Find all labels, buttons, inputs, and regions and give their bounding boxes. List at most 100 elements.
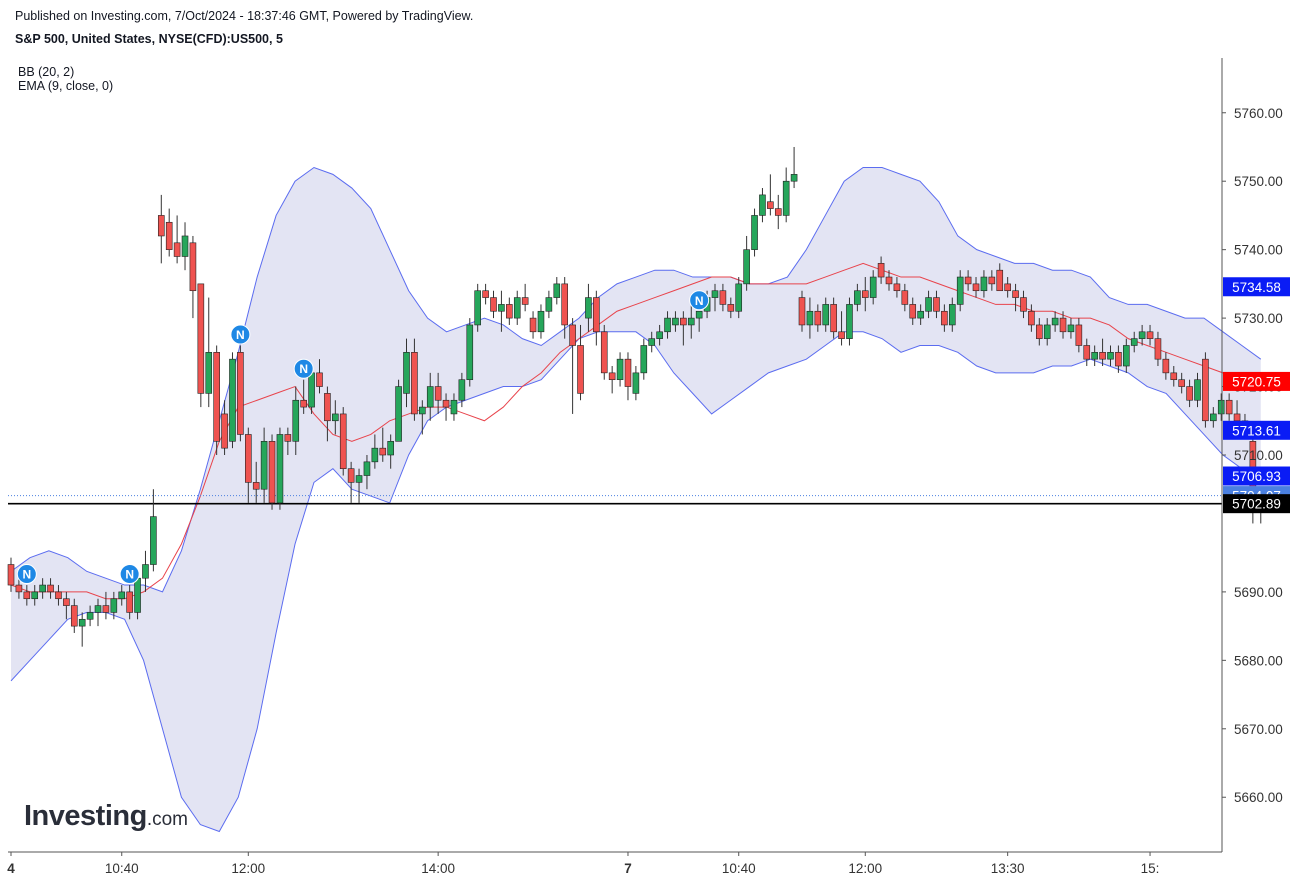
candle[interactable] xyxy=(411,338,418,421)
candle[interactable] xyxy=(814,304,822,332)
candle[interactable] xyxy=(1138,324,1146,346)
candle[interactable] xyxy=(466,318,474,387)
candle[interactable] xyxy=(988,270,996,291)
candle[interactable] xyxy=(727,297,735,319)
candle[interactable] xyxy=(379,427,387,462)
candle[interactable] xyxy=(213,345,220,455)
candle[interactable] xyxy=(142,550,149,592)
candle[interactable] xyxy=(324,386,331,442)
candle[interactable] xyxy=(1020,290,1027,319)
candle[interactable] xyxy=(1162,352,1170,380)
candle[interactable] xyxy=(822,297,830,332)
candle[interactable] xyxy=(284,427,292,455)
candle[interactable] xyxy=(1012,283,1019,312)
candle[interactable] xyxy=(1091,345,1098,367)
candle[interactable] xyxy=(419,400,426,435)
candle[interactable] xyxy=(569,318,576,414)
candle[interactable] xyxy=(63,591,70,620)
candle[interactable] xyxy=(545,290,553,319)
candle[interactable] xyxy=(774,194,782,230)
candle[interactable] xyxy=(695,310,703,332)
candle[interactable] xyxy=(347,461,355,503)
candle[interactable] xyxy=(102,591,110,620)
candle[interactable] xyxy=(7,557,15,592)
news-marker[interactable]: N xyxy=(689,290,710,311)
candle[interactable] xyxy=(941,304,948,332)
candle[interactable] xyxy=(55,585,62,606)
candle[interactable] xyxy=(23,585,31,606)
candle[interactable] xyxy=(648,331,656,353)
candle[interactable] xyxy=(948,297,956,332)
candle[interactable] xyxy=(15,578,23,599)
candle[interactable] xyxy=(110,591,118,620)
candle[interactable] xyxy=(521,283,529,312)
candle[interactable] xyxy=(363,455,371,490)
candle[interactable] xyxy=(1004,277,1011,298)
candle[interactable] xyxy=(78,612,86,647)
candle[interactable] xyxy=(86,605,94,627)
candle[interactable] xyxy=(1154,331,1162,367)
candle[interactable] xyxy=(252,461,260,503)
news-marker[interactable]: N xyxy=(119,564,140,585)
candle[interactable] xyxy=(719,283,727,312)
candle[interactable] xyxy=(838,311,845,346)
candle[interactable] xyxy=(537,304,545,339)
candle[interactable] xyxy=(624,352,632,401)
candle[interactable] xyxy=(1043,318,1051,346)
candle[interactable] xyxy=(450,393,458,421)
candle[interactable] xyxy=(529,311,537,339)
news-marker[interactable]: N xyxy=(293,358,314,379)
candle[interactable] xyxy=(118,585,126,606)
candle[interactable] xyxy=(316,359,323,394)
candle[interactable] xyxy=(205,297,213,408)
candle[interactable] xyxy=(387,434,394,469)
candle[interactable] xyxy=(403,338,410,408)
candle[interactable] xyxy=(1146,324,1154,346)
candle[interactable] xyxy=(371,434,379,469)
candle[interactable] xyxy=(1186,379,1193,408)
candle[interactable] xyxy=(790,146,798,189)
candle[interactable] xyxy=(577,324,584,401)
candle[interactable] xyxy=(553,277,561,305)
candle[interactable] xyxy=(972,277,980,298)
candle[interactable] xyxy=(300,379,307,414)
candle[interactable] xyxy=(434,372,442,414)
candle[interactable] xyxy=(1083,338,1091,367)
candle[interactable] xyxy=(687,304,695,339)
candle[interactable] xyxy=(909,297,917,325)
candle[interactable] xyxy=(1123,338,1130,373)
candle[interactable] xyxy=(1170,366,1178,387)
candle[interactable] xyxy=(632,366,640,401)
candle[interactable] xyxy=(964,270,972,291)
candle[interactable] xyxy=(1202,352,1209,428)
candle[interactable] xyxy=(664,311,671,339)
candle[interactable] xyxy=(798,290,806,332)
candle[interactable] xyxy=(339,407,347,476)
candle[interactable] xyxy=(1075,318,1083,353)
candle[interactable] xyxy=(743,235,750,291)
candle[interactable] xyxy=(292,386,300,455)
candle[interactable] xyxy=(173,215,181,264)
candle[interactable] xyxy=(245,427,252,503)
candle[interactable] xyxy=(585,283,592,332)
candle[interactable] xyxy=(260,427,268,503)
candle[interactable] xyxy=(672,311,679,332)
candle[interactable] xyxy=(197,283,205,408)
candle[interactable] xyxy=(229,352,236,449)
candle[interactable] xyxy=(751,208,758,257)
candle[interactable] xyxy=(561,277,569,339)
news-marker[interactable]: N xyxy=(16,564,37,585)
candle[interactable] xyxy=(917,304,924,325)
candle[interactable] xyxy=(126,585,133,620)
candle[interactable] xyxy=(1210,407,1217,428)
candle[interactable] xyxy=(276,427,284,510)
candle[interactable] xyxy=(1028,304,1035,332)
candle[interactable] xyxy=(640,338,648,380)
candle[interactable] xyxy=(593,290,600,346)
candle[interactable] xyxy=(735,277,743,319)
candle[interactable] xyxy=(885,270,893,291)
candle[interactable] xyxy=(782,167,790,223)
candle[interactable] xyxy=(442,393,450,421)
candle[interactable] xyxy=(846,297,853,346)
